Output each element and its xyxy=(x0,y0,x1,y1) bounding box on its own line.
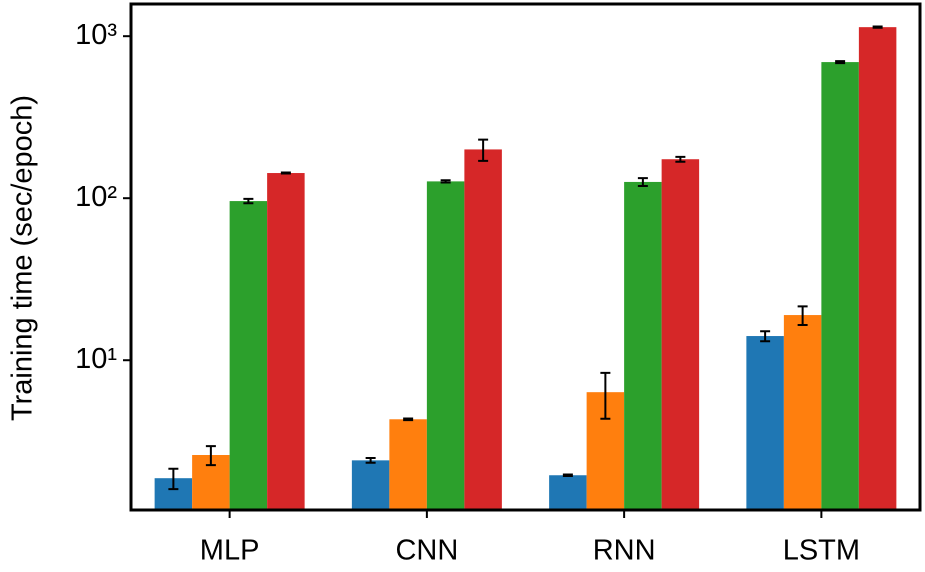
error-bar xyxy=(478,138,489,162)
error-bar xyxy=(365,457,376,464)
error-bar xyxy=(637,177,648,187)
bar xyxy=(624,181,662,510)
error-bar xyxy=(872,25,883,29)
error-bar xyxy=(280,171,291,175)
error-bar xyxy=(835,60,846,65)
bar xyxy=(661,159,700,510)
bar xyxy=(821,62,859,511)
bar xyxy=(229,201,268,510)
error-bar xyxy=(205,445,216,467)
bar xyxy=(351,460,390,510)
y-tick-label: 10² xyxy=(75,181,117,213)
error-bar xyxy=(675,155,686,163)
x-tick-label: MLP xyxy=(200,535,260,567)
bar xyxy=(426,181,465,510)
x-tick-label: CNN xyxy=(395,535,458,567)
y-axis-label: Training time (sec/epoch) xyxy=(7,95,39,421)
bar xyxy=(858,27,897,510)
error-bar xyxy=(760,330,771,343)
bar xyxy=(783,315,822,510)
x-tick-label: LSTM xyxy=(783,535,860,567)
bar xyxy=(389,419,427,510)
bar xyxy=(549,475,587,510)
y-tick-label: 10¹ xyxy=(75,343,117,375)
bar xyxy=(746,336,784,510)
error-bar xyxy=(562,473,573,477)
error-bar xyxy=(403,417,414,422)
plot-frame xyxy=(129,2,922,512)
x-tick-label: RNN xyxy=(593,535,656,567)
bar xyxy=(267,173,305,510)
bar xyxy=(464,149,502,510)
error-bar xyxy=(243,197,254,205)
error-bar xyxy=(600,371,611,420)
error-bar xyxy=(797,305,808,326)
error-bar xyxy=(168,467,179,491)
error-bar xyxy=(440,179,451,184)
y-tick-label: 10³ xyxy=(75,19,117,51)
